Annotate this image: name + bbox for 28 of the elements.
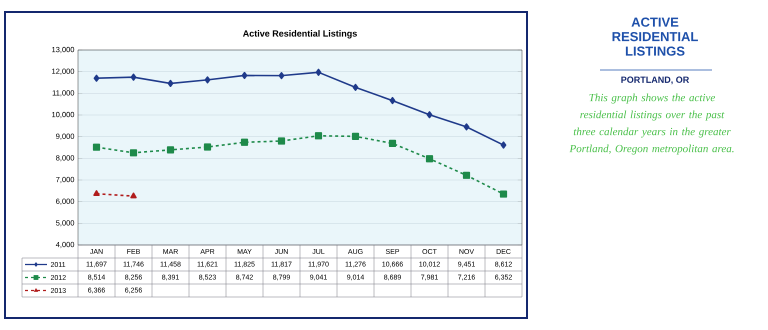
point	[314, 132, 322, 140]
point	[94, 74, 100, 82]
text: PORTLAND, OR	[621, 76, 690, 84]
text: This graph shows the active residential listings over the past three calendar years in the greater Portland, Oregon metropolitan area.	[569, 94, 734, 154]
point	[352, 84, 358, 91]
point	[278, 72, 284, 80]
point	[464, 123, 470, 130]
point	[500, 190, 508, 198]
point	[500, 141, 506, 149]
point	[390, 96, 396, 104]
point	[242, 72, 248, 80]
point	[204, 76, 210, 84]
point	[204, 143, 212, 151]
point	[388, 140, 396, 148]
point	[426, 155, 434, 162]
chart-title: Active Residential Listings	[242, 30, 357, 38]
point	[92, 144, 100, 151]
point	[426, 111, 432, 118]
point	[130, 149, 138, 156]
point	[462, 172, 470, 179]
point	[240, 138, 248, 146]
point	[316, 68, 322, 76]
point	[130, 74, 136, 81]
point	[168, 80, 174, 88]
point	[352, 132, 360, 140]
text: ACTIVE RESIDENTIAL LISTINGS	[612, 18, 698, 56]
point	[166, 146, 174, 154]
point	[278, 137, 286, 145]
